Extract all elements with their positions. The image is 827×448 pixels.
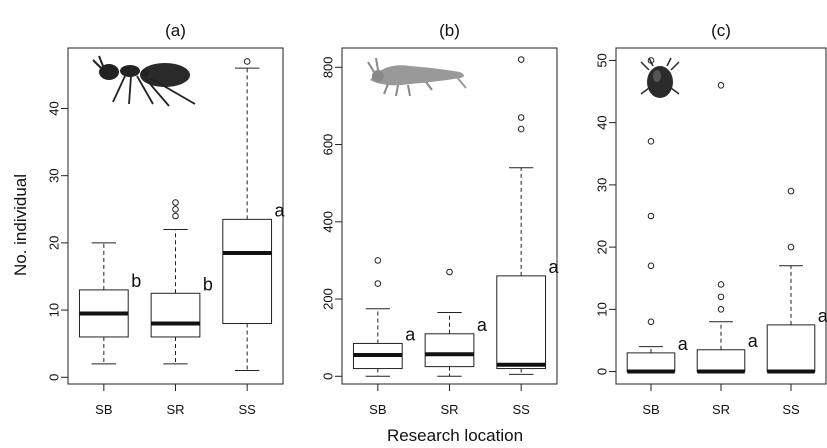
significance-letter: b [131,271,141,291]
x-tick-label: SB [642,402,659,417]
box-sb: a [353,258,416,377]
iqr-box [497,276,546,369]
outlier-point [718,282,724,288]
significance-letter: a [477,315,488,335]
x-tick-label: SR [712,402,730,417]
springtail-icon [368,58,466,96]
y-tick-label: 600 [321,134,336,156]
box-sr: a [697,83,759,372]
y-tick-label: 50 [595,53,610,67]
panel-3: (c) 0 10 20 30 40 50 a SB a SR a SS [595,21,827,417]
y-tick-label: 40 [595,115,610,129]
significance-letter: a [405,324,416,344]
insect-icons [93,56,679,106]
outlier-point [648,139,654,145]
box-sb: b [79,243,141,364]
x-axis-title: Research location [387,426,523,445]
outlier-point [648,213,654,219]
significance-letter: a [818,306,827,326]
iqr-box [767,325,815,372]
x-tick-label: SR [440,402,458,417]
iqr-box [425,334,474,367]
outlier-point [375,258,381,264]
significance-letter: a [678,334,689,354]
outlier-point [518,126,524,132]
significance-letter: a [748,331,759,351]
y-tick-label: 800 [321,56,336,78]
outlier-point [788,244,794,250]
outlier-point [173,206,179,212]
panel-title: (c) [711,21,731,40]
y-tick-label: 0 [47,374,62,381]
outlier-point [648,263,654,269]
y-tick-label: 10 [595,302,610,316]
y-tick-label: 40 [47,101,62,115]
iqr-box [151,293,200,337]
x-tick-label: SR [166,402,184,417]
y-tick-label: 30 [595,178,610,192]
y-tick-label: 200 [321,288,336,310]
outlier-point [718,307,724,313]
outlier-point [173,213,179,219]
box-ss: a [223,59,286,371]
x-tick-label: SS [238,402,256,417]
y-tick-label: 0 [321,373,336,380]
box-ss: a [497,57,560,375]
y-tick-label: 20 [595,240,610,254]
outlier-point [173,200,179,206]
outlier-point [718,83,724,89]
panel-title: (a) [165,21,186,40]
outlier-point [375,281,381,287]
y-tick-label: 30 [47,168,62,182]
outlier-point [447,269,453,275]
significance-letter: a [275,200,286,220]
x-tick-label: SS [782,402,800,417]
panel-title: (b) [439,21,460,40]
outlier-point [518,57,524,63]
outlier-point [518,115,524,121]
y-tick-label: 0 [595,368,610,375]
significance-letter: a [549,257,560,277]
outlier-point [244,59,250,65]
y-tick-label: 400 [321,211,336,233]
significance-letter: b [203,274,213,294]
box-sb: a [627,58,689,372]
y-axis-title: No. individual [11,174,30,276]
iqr-box [627,353,675,372]
outlier-point [718,294,724,300]
box-sr: b [151,200,213,364]
box-sr: a [425,269,488,376]
outlier-point [648,319,654,325]
iqr-box [223,219,272,323]
outlier-point [788,188,794,194]
ant-icon [93,56,195,106]
iqr-box [697,350,745,372]
x-tick-label: SS [512,402,530,417]
x-tick-label: SB [369,402,386,417]
mite-icon [641,58,679,98]
box-ss: a [767,188,827,371]
y-tick-label: 20 [47,236,62,250]
x-tick-label: SB [95,402,112,417]
y-tick-label: 10 [47,303,62,317]
